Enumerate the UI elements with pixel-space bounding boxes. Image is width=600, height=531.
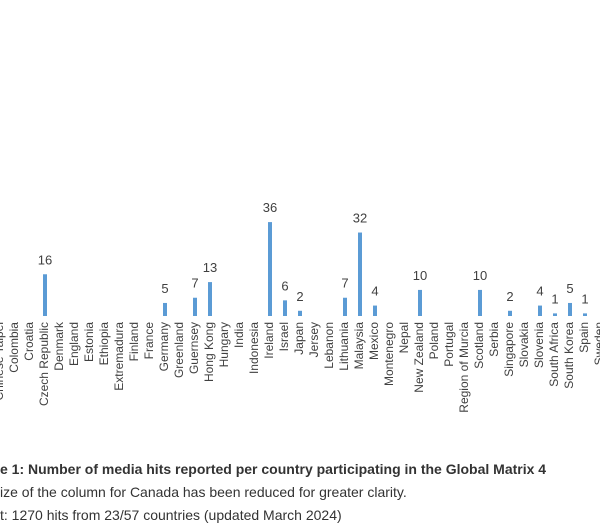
x-tick-label: Ireland [262, 322, 276, 359]
x-tick-label: Denmark [52, 321, 66, 371]
x-tick-label: Sweden [592, 322, 600, 365]
bar [508, 310, 512, 316]
bar [478, 289, 482, 316]
x-tick-label: Jersey [307, 322, 321, 357]
x-tick-label: Indonesia [247, 322, 261, 374]
x-tick-label: Singapore [502, 322, 516, 377]
x-tick-label: Spain [577, 322, 591, 353]
x-tick-label: Colombia [7, 322, 21, 373]
data-label: 1 [551, 291, 558, 306]
data-label: 10 [473, 268, 487, 283]
bar [418, 289, 422, 316]
data-label: 10 [413, 268, 427, 283]
data-label: 4 [536, 284, 543, 299]
data-label: 2 [506, 289, 513, 304]
x-tick-label: Slovenia [532, 322, 546, 368]
bar [358, 232, 362, 316]
caption-title: e 1: Number of media hits reported per c… [0, 461, 546, 477]
x-tick-label: Hungary [217, 322, 231, 367]
data-label: 7 [191, 276, 198, 291]
bar [538, 305, 542, 316]
bar [268, 222, 272, 316]
x-tick-label: Scotland [472, 322, 486, 369]
x-tick-label: Poland [427, 322, 441, 359]
x-tick-label: Greenland [172, 322, 186, 378]
x-tick-label: Lebanon [322, 322, 336, 369]
bar [193, 297, 197, 316]
x-tick-label: Chinese Taipei [0, 322, 6, 401]
data-label: 6 [281, 278, 288, 293]
data-label: 4 [371, 284, 378, 299]
data-label: 16 [38, 252, 52, 267]
x-tick-label: Hong Kong [202, 322, 216, 382]
data-label: 1 [581, 291, 588, 306]
x-tick-label: Nepal [397, 322, 411, 353]
x-tick-label: Germany [157, 322, 171, 371]
x-tick-label: Ethiopia [97, 322, 111, 366]
bar [163, 302, 167, 316]
bar [373, 305, 377, 316]
x-tick-label: Czech Republic [37, 322, 51, 406]
x-tick-label: Malaysia [352, 322, 366, 370]
x-tick-label: Slovakia [517, 322, 531, 368]
bar [208, 282, 212, 316]
x-tick-label: Japan [292, 322, 306, 355]
data-label: 5 [566, 281, 573, 296]
bar [43, 274, 47, 316]
x-tick-label: India [232, 322, 246, 348]
data-label: 7 [341, 276, 348, 291]
x-tick-label: New Zealand [412, 322, 426, 393]
bar [583, 313, 587, 316]
x-tick-label: Israel [277, 322, 291, 351]
caption-note: ize of the column for Canada has been re… [0, 484, 407, 500]
bar [343, 297, 347, 316]
x-tick-label: South Korea [562, 322, 576, 389]
x-tick-label: Montenegro [382, 322, 396, 386]
bar [283, 300, 287, 316]
data-label: 36 [263, 200, 277, 215]
data-label: 5 [161, 281, 168, 296]
data-label: 2 [296, 289, 303, 304]
x-tick-label: Extremadura [112, 322, 126, 391]
x-tick-label: South Africa [547, 322, 561, 387]
x-tick-label: Region of Murcia [457, 322, 471, 413]
bar [553, 313, 557, 316]
data-label: 13 [203, 260, 217, 275]
x-tick-label: Estonia [82, 322, 96, 362]
bar [568, 302, 572, 316]
x-tick-label: Serbia [487, 322, 501, 357]
x-tick-label: Guernsey [187, 322, 201, 374]
bar [298, 310, 302, 316]
x-tick-label: Lithuania [337, 322, 351, 371]
x-tick-label: Croatia [22, 322, 36, 361]
x-tick-label: Portugal [442, 322, 456, 367]
x-tick-label: France [142, 322, 156, 360]
x-tick-label: Finland [127, 322, 141, 361]
data-label: 32 [353, 211, 367, 226]
x-tick-label: England [67, 322, 81, 366]
caption-total: t: 1270 hits from 23/57 countries (updat… [0, 507, 342, 523]
x-tick-label: Mexico [367, 322, 381, 360]
